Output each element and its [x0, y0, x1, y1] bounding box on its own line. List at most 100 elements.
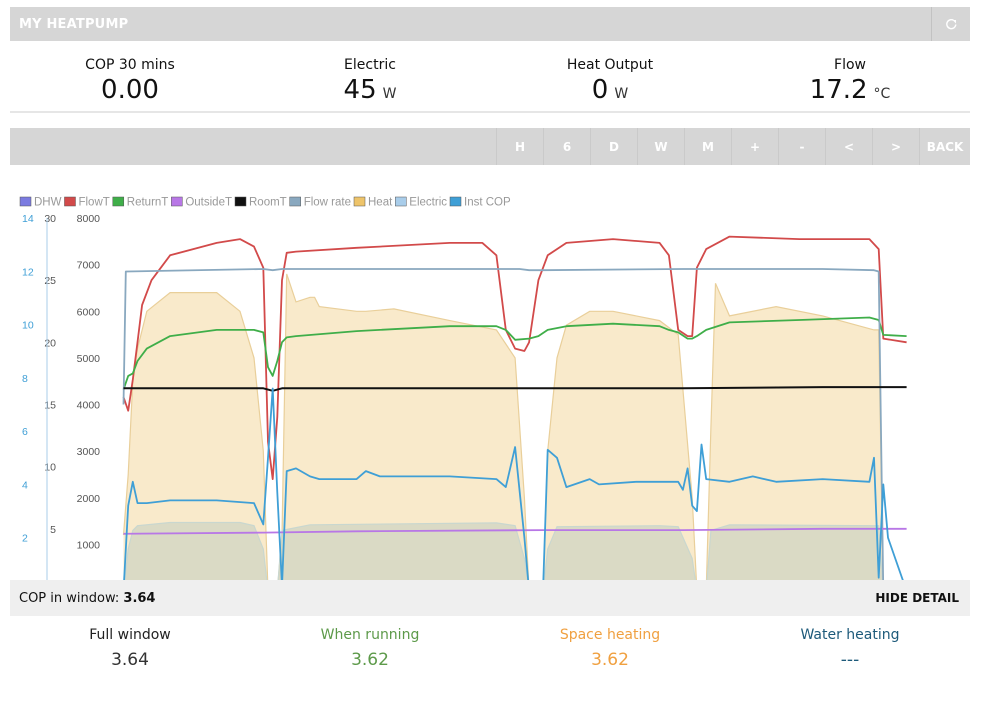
legend-swatch-4: [234, 196, 247, 207]
y-cop-tick-7: 14: [22, 213, 34, 225]
hide-detail-button[interactable]: HIDE DETAIL: [875, 591, 959, 605]
chart-plot: [122, 235, 907, 580]
legend-label-2: ReturnT: [127, 197, 169, 209]
y-temp-tick-1: 5: [50, 524, 56, 536]
stat-value: 45: [343, 75, 377, 105]
stat-value: 0.00: [101, 75, 159, 105]
y-cop-tick-2: 4: [22, 479, 28, 491]
legend-label-7: Electric: [409, 197, 447, 209]
legend-swatch-3: [171, 196, 183, 207]
legend-label-8: Inst COP: [464, 197, 511, 209]
y-temp-tick-2: 10: [44, 462, 56, 474]
y-power-tick-6: 6000: [77, 306, 101, 318]
legend-swatch-5: [289, 196, 301, 207]
chart-legend: DHW FlowT ReturnT OutsideT RoomT Flow rate Hea…: [19, 196, 511, 209]
series-line-outsidet: [123, 527, 907, 535]
y-power-tick-2: 2000: [77, 493, 101, 505]
series-line-returnt: [122, 316, 907, 390]
page-title: MY HEATPUMP: [19, 16, 129, 32]
y-power-tick-3: 3000: [77, 446, 101, 458]
legend-swatch-7: [395, 196, 407, 207]
stat-label: Electric: [344, 57, 396, 73]
y-power-tick-8: 8000: [77, 213, 101, 225]
stat-value: 0: [591, 75, 609, 105]
zoom-hour-button[interactable]: H: [496, 128, 543, 165]
chart-axes: 0246810121405101520253001000200030004000…: [22, 213, 101, 580]
stat-value: 17.2: [809, 75, 868, 105]
legend-swatch-2: [112, 196, 125, 207]
summary-label: Space heating: [559, 627, 661, 643]
summary-value: ---: [840, 650, 860, 670]
legend-label-1: FlowT: [78, 197, 109, 209]
cop-summary: Full window 3.64 When running 3.62 Space…: [10, 616, 970, 676]
legend-swatch-1: [64, 196, 76, 207]
summary-label: Water heating: [800, 627, 900, 643]
summary-full-window: Full window 3.64: [10, 616, 250, 676]
series-line-inst-cop: [123, 387, 904, 580]
summary-value: 3.62: [591, 650, 629, 670]
summary-label: Full window: [89, 627, 171, 643]
summary-water-heating: Water heating ---: [730, 616, 970, 676]
zoom-week-button[interactable]: W: [637, 128, 684, 165]
summary-when-running: When running 3.62: [250, 616, 490, 676]
legend-label-4: RoomT: [249, 197, 287, 209]
legend-label-5: Flow rate: [304, 197, 351, 209]
stat-label: COP 30 mins: [85, 57, 175, 73]
y-temp-tick-4: 20: [44, 337, 56, 349]
stat-cop: COP 30 mins 0.00: [10, 41, 250, 111]
y-cop-tick-4: 8: [22, 373, 28, 385]
stat-unit: W: [614, 86, 629, 102]
series-area-heat: [123, 273, 884, 580]
y-cop-tick-3: 6: [22, 426, 28, 438]
y-power-tick-5: 5000: [77, 353, 101, 365]
stat-flow: Flow 17.2 °C: [730, 41, 970, 111]
legend-swatch-0: [19, 196, 32, 207]
cop-window-row: COP in window: 3.64 HIDE DETAIL: [10, 580, 970, 616]
zoom-day-button[interactable]: D: [590, 128, 637, 165]
time-toolbar: H 6 D W M + - < > BACK: [10, 128, 970, 165]
y-temp-tick-5: 25: [44, 275, 56, 287]
summary-value: 3.62: [351, 650, 389, 670]
series-line-heat: [122, 273, 884, 580]
header-bar: MY HEATPUMP: [10, 7, 970, 41]
y-cop-tick-5: 10: [22, 320, 34, 332]
y-temp-tick-3: 15: [44, 400, 56, 412]
back-button[interactable]: BACK: [919, 128, 970, 165]
y-power-tick-7: 7000: [77, 260, 101, 272]
stat-unit: °C: [873, 86, 891, 102]
legend-label-3: OutsideT: [185, 197, 232, 209]
series-line-electric: [124, 521, 884, 580]
legend-label-6: Heat: [368, 197, 393, 209]
y-power-tick-4: 4000: [77, 400, 101, 412]
zoom-out-button[interactable]: -: [778, 128, 825, 165]
legend-swatch-6: [353, 196, 366, 207]
pan-left-button[interactable]: <: [825, 128, 872, 165]
stat-label: Flow: [834, 57, 866, 73]
series-line-roomt: [123, 386, 907, 392]
y-temp-tick-6: 30: [44, 213, 56, 225]
summary-space-heating: Space heating 3.62: [490, 616, 730, 676]
legend-swatch-8: [449, 196, 462, 207]
external-link-button[interactable]: [931, 7, 970, 41]
heatpump-app: MY HEATPUMP COP 30 mins 0.00 Electric 45…: [10, 7, 970, 676]
heatpump-chart[interactable]: DHW FlowT ReturnT OutsideT RoomT Flow rate Hea…: [0, 165, 980, 580]
y-cop-tick-1: 2: [22, 533, 28, 545]
pan-right-button[interactable]: >: [872, 128, 919, 165]
zoom-6h-button[interactable]: 6: [543, 128, 590, 165]
live-stats: COP 30 mins 0.00 Electric 45 W Heat Outpu…: [10, 41, 970, 113]
zoom-month-button[interactable]: M: [684, 128, 731, 165]
zoom-in-button[interactable]: +: [731, 128, 778, 165]
legend-label-0: DHW: [34, 197, 62, 209]
cop-window-value: 3.64: [123, 590, 156, 606]
cop-window-label: COP in window:: [19, 590, 120, 606]
external-link-icon: [945, 18, 956, 29]
cop-in-window: COP in window: 3.64: [10, 591, 155, 606]
summary-label: When running: [320, 627, 420, 643]
stat-unit: W: [382, 86, 397, 102]
stat-electric: Electric 45 W: [250, 41, 490, 111]
stat-label: Heat Output: [566, 57, 654, 73]
y-cop-tick-6: 12: [22, 266, 34, 278]
chart-area[interactable]: DHW FlowT ReturnT OutsideT RoomT Flow rate Hea…: [10, 165, 970, 580]
summary-value: 3.64: [111, 650, 149, 670]
